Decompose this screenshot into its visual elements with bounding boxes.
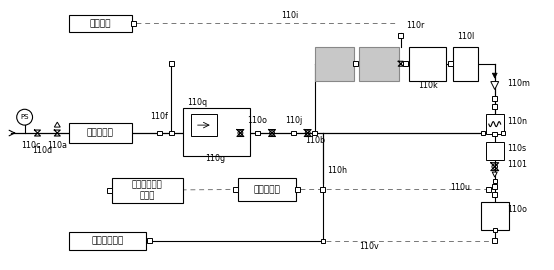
Text: 시료수탱크: 시료수탱크	[254, 185, 280, 194]
Bar	[107, 188, 112, 193]
Text: 110s: 110s	[507, 144, 527, 153]
Bar	[321, 239, 325, 243]
Bar	[486, 142, 504, 160]
Text: 110k: 110k	[419, 82, 438, 90]
Text: 110i: 110i	[281, 11, 299, 20]
Text: 110n: 110n	[507, 117, 527, 126]
Bar	[501, 131, 505, 135]
Text: 비정상처리수
마웃렛: 비정상처리수 마웃렛	[132, 181, 163, 200]
Bar	[315, 47, 354, 80]
Text: 110l: 110l	[457, 32, 474, 41]
Text: 110c: 110c	[21, 141, 40, 150]
Text: 110v: 110v	[359, 242, 379, 251]
Text: 110j: 110j	[285, 116, 302, 125]
Text: 110m: 110m	[507, 79, 531, 87]
Bar	[409, 47, 446, 80]
Bar	[493, 178, 497, 183]
Bar	[112, 178, 183, 203]
Text: 에어인렛: 에어인렛	[90, 19, 111, 28]
Polygon shape	[493, 73, 497, 78]
Bar	[486, 114, 504, 134]
Bar	[255, 131, 260, 136]
Bar	[493, 228, 497, 232]
Bar	[238, 178, 296, 201]
Bar	[191, 114, 217, 136]
Text: 110g: 110g	[206, 154, 225, 163]
Bar	[398, 33, 403, 38]
Text: 110r: 110r	[406, 21, 424, 30]
Bar	[147, 238, 152, 243]
Bar	[353, 61, 358, 66]
Text: 시료수인렛: 시료수인렛	[87, 129, 114, 137]
Bar	[481, 131, 485, 135]
Bar	[295, 187, 300, 192]
Text: 110h: 110h	[327, 166, 347, 175]
Bar	[69, 123, 131, 143]
Bar	[168, 131, 173, 136]
Bar	[312, 131, 317, 136]
Bar	[320, 187, 325, 192]
Bar	[486, 187, 491, 192]
Text: PS: PS	[20, 114, 29, 120]
Bar	[493, 131, 497, 136]
Bar	[493, 96, 497, 101]
Bar	[157, 131, 162, 136]
Bar	[168, 61, 173, 66]
Polygon shape	[54, 122, 60, 127]
Bar	[183, 108, 250, 156]
Text: 110u: 110u	[450, 183, 470, 193]
Text: 시료수드레인: 시료수드레인	[91, 237, 124, 245]
Text: 110o: 110o	[247, 116, 267, 125]
Bar	[403, 61, 408, 66]
Bar	[493, 192, 497, 197]
Bar	[69, 15, 131, 32]
Text: 110d: 110d	[32, 146, 53, 155]
Text: 110q: 110q	[187, 98, 207, 107]
Bar	[359, 47, 399, 80]
Bar	[493, 104, 497, 109]
Text: 110a: 110a	[47, 141, 67, 150]
Bar	[291, 131, 296, 136]
Bar	[453, 47, 478, 80]
Bar	[448, 61, 453, 66]
Bar	[131, 21, 136, 26]
Text: 110o: 110o	[507, 205, 527, 214]
Bar	[493, 238, 497, 243]
Polygon shape	[493, 172, 497, 177]
Bar	[481, 202, 509, 230]
Polygon shape	[491, 82, 499, 89]
Bar	[69, 232, 146, 250]
Text: 110f: 110f	[150, 112, 168, 121]
Bar	[493, 184, 497, 189]
Text: 110b: 110b	[306, 136, 326, 145]
Text: 1101: 1101	[507, 160, 527, 169]
Bar	[233, 187, 238, 192]
